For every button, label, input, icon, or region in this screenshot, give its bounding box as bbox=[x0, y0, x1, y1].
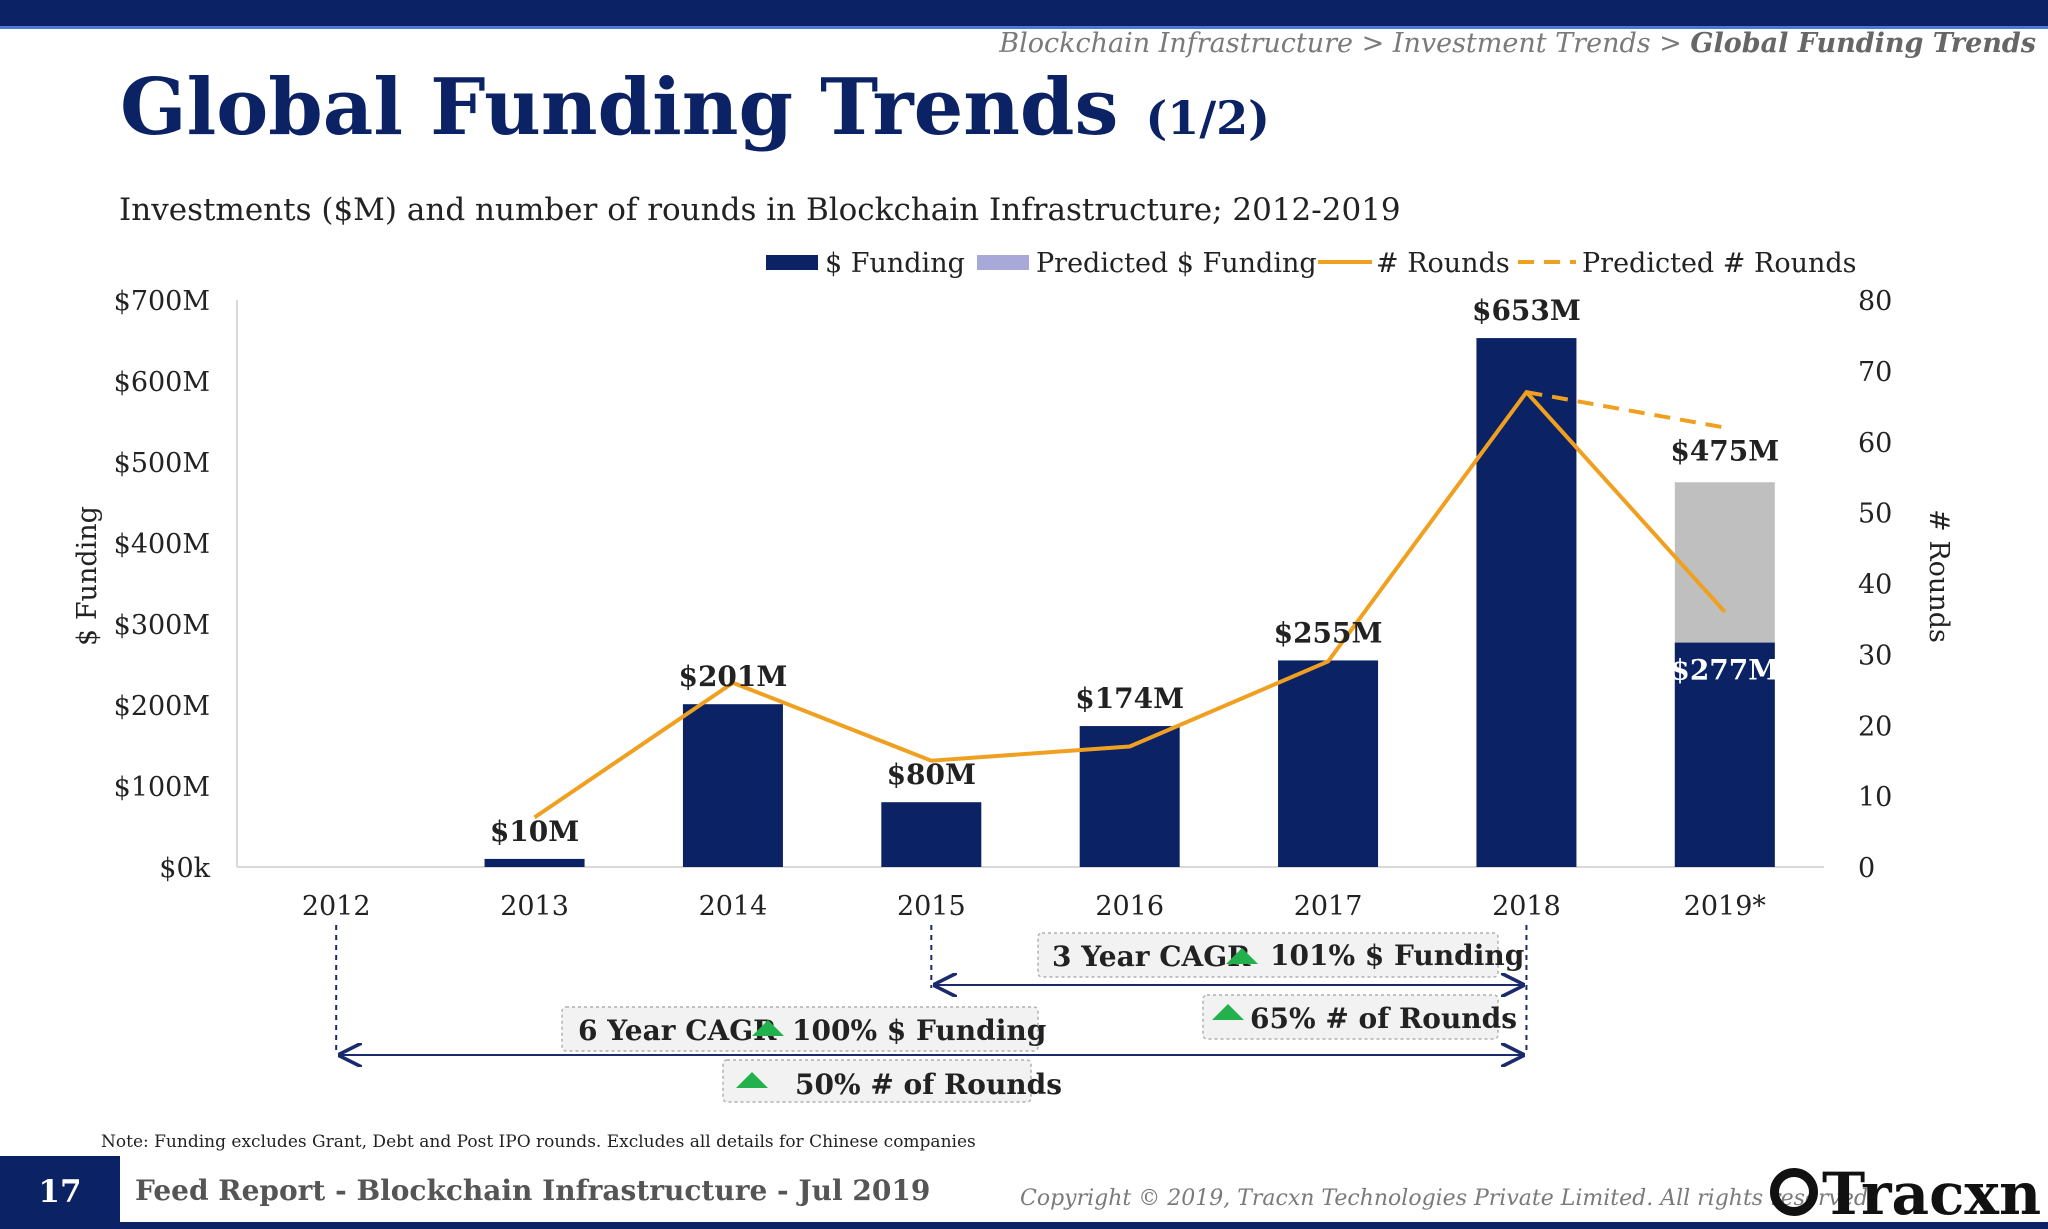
funding-bar bbox=[1674, 642, 1775, 867]
y2-tick-label: 0 bbox=[1858, 853, 1875, 884]
report-title: Feed Report - Blockchain Infrastructure … bbox=[135, 1174, 931, 1207]
funding-bar bbox=[1476, 338, 1577, 867]
cagr3-funding-value: 101% $ Funding bbox=[1270, 939, 1524, 972]
funding-bar bbox=[1278, 660, 1379, 867]
legend-swatch-predicted-funding bbox=[977, 255, 1029, 270]
tracxn-logo: Tracxn bbox=[1770, 1160, 2041, 1228]
y2-tick-label: 30 bbox=[1858, 640, 1892, 671]
y2-tick-label: 60 bbox=[1858, 428, 1892, 459]
legend-label-predicted-rounds: Predicted # Rounds bbox=[1582, 248, 1857, 279]
bar-value-label: $277M bbox=[1670, 654, 1779, 687]
y-tick-label: $500M bbox=[114, 448, 210, 479]
y2-tick-label: 50 bbox=[1858, 499, 1892, 530]
chart-subtitle: Investments ($M) and number of rounds in… bbox=[119, 192, 1401, 228]
y2-tick-label: 20 bbox=[1858, 711, 1892, 742]
footer: 17 Feed Report - Blockchain Infrastructu… bbox=[0, 1156, 2048, 1229]
y-tick-label: $400M bbox=[114, 529, 210, 560]
page-number: 17 bbox=[0, 1156, 120, 1229]
cagr6-funding-box bbox=[561, 1006, 1039, 1052]
legend-label-rounds: # Rounds bbox=[1376, 248, 1510, 279]
y-tick-label: $100M bbox=[114, 772, 210, 803]
top-bar bbox=[0, 0, 2048, 29]
logo-icon bbox=[1770, 1168, 1818, 1216]
y-tick-label: $300M bbox=[114, 610, 210, 641]
cagr6-funding-value: 100% $ Funding bbox=[792, 1014, 1046, 1047]
bar-value-label: $653M bbox=[1472, 294, 1581, 327]
page-title-suffix: (1/2) bbox=[1145, 91, 1270, 145]
x-tick-label: 2017 bbox=[1294, 891, 1363, 922]
footnote: Note: Funding excludes Grant, Debt and P… bbox=[101, 1132, 976, 1152]
funding-bar bbox=[682, 704, 783, 867]
funding-bar bbox=[881, 802, 982, 867]
cagr3-prefix: 3 Year CAGR bbox=[1052, 940, 1251, 973]
page-title-main: Global Funding Trends bbox=[120, 62, 1119, 153]
cagr6-up-icon bbox=[752, 1020, 784, 1036]
bar-value-label: $255M bbox=[1274, 616, 1383, 649]
predicted-rounds-line bbox=[1526, 390, 1726, 430]
cagr6-rounds-box bbox=[722, 1059, 1032, 1103]
breadcrumb: Blockchain Infrastructure > Investment T… bbox=[999, 28, 2036, 59]
x-tick-label: 2018 bbox=[1492, 891, 1561, 922]
cagr3-rounds-value: 65% # of Rounds bbox=[1250, 1002, 1517, 1035]
cagr6-rounds-value: 50% # of Rounds bbox=[795, 1068, 1062, 1101]
legend-label-funding: $ Funding bbox=[825, 248, 965, 279]
bar-value-label: $10M bbox=[490, 815, 579, 848]
logo-text: Tracxn bbox=[1822, 1160, 2042, 1228]
cagr3-funding-box bbox=[1037, 932, 1499, 978]
y-tick-label: $0k bbox=[159, 853, 210, 884]
copyright: Copyright © 2019, Tracxn Technologies Pr… bbox=[1020, 1186, 1875, 1211]
x-tick-label: 2016 bbox=[1095, 891, 1164, 922]
x-tick-label: 2013 bbox=[500, 891, 569, 922]
y2-axis-title: # Rounds bbox=[1923, 509, 1954, 643]
y2-tick-label: 10 bbox=[1858, 782, 1892, 813]
y2-tick-label: 80 bbox=[1858, 286, 1892, 317]
cagr3-up-icon bbox=[1226, 948, 1258, 964]
funding-bar bbox=[484, 858, 585, 867]
y-axis-title: $ Funding bbox=[72, 506, 103, 646]
y-tick-label: $600M bbox=[114, 367, 210, 398]
x-tick-label: 2014 bbox=[699, 891, 768, 922]
bar-value-label: $201M bbox=[678, 660, 787, 693]
bar-value-label: $80M bbox=[887, 758, 976, 791]
breadcrumb-path: Blockchain Infrastructure > Investment T… bbox=[999, 28, 1691, 59]
y-tick-label: $200M bbox=[114, 691, 210, 722]
y-tick-label: $700M bbox=[114, 286, 210, 317]
cagr3-rounds-box bbox=[1202, 994, 1499, 1040]
breadcrumb-current: Global Funding Trends bbox=[1690, 28, 2036, 59]
y2-tick-label: 40 bbox=[1858, 570, 1892, 601]
predicted-value-label: $475M bbox=[1670, 434, 1779, 467]
y2-tick-label: 70 bbox=[1858, 357, 1892, 388]
cagr6-prefix: 6 Year CAGR bbox=[578, 1014, 777, 1047]
x-tick-label: 2015 bbox=[897, 891, 966, 922]
legend-swatch-funding bbox=[766, 255, 818, 270]
footer-line bbox=[120, 1222, 2048, 1229]
funding-chart: $0k $100M $200M $300M $400M $500M $600M $700M 0 1… bbox=[72, 248, 1954, 1103]
cagr3-rounds-up-icon bbox=[1212, 1004, 1244, 1020]
page-title: Global Funding Trends (1/2) bbox=[120, 62, 1270, 153]
cagr6-rounds-up-icon bbox=[736, 1072, 768, 1088]
x-tick-label: 2012 bbox=[302, 891, 371, 922]
x-tick-label: 2019* bbox=[1684, 891, 1767, 922]
bar-value-label: $174M bbox=[1075, 682, 1184, 715]
legend-label-predicted-funding: Predicted $ Funding bbox=[1036, 248, 1317, 279]
